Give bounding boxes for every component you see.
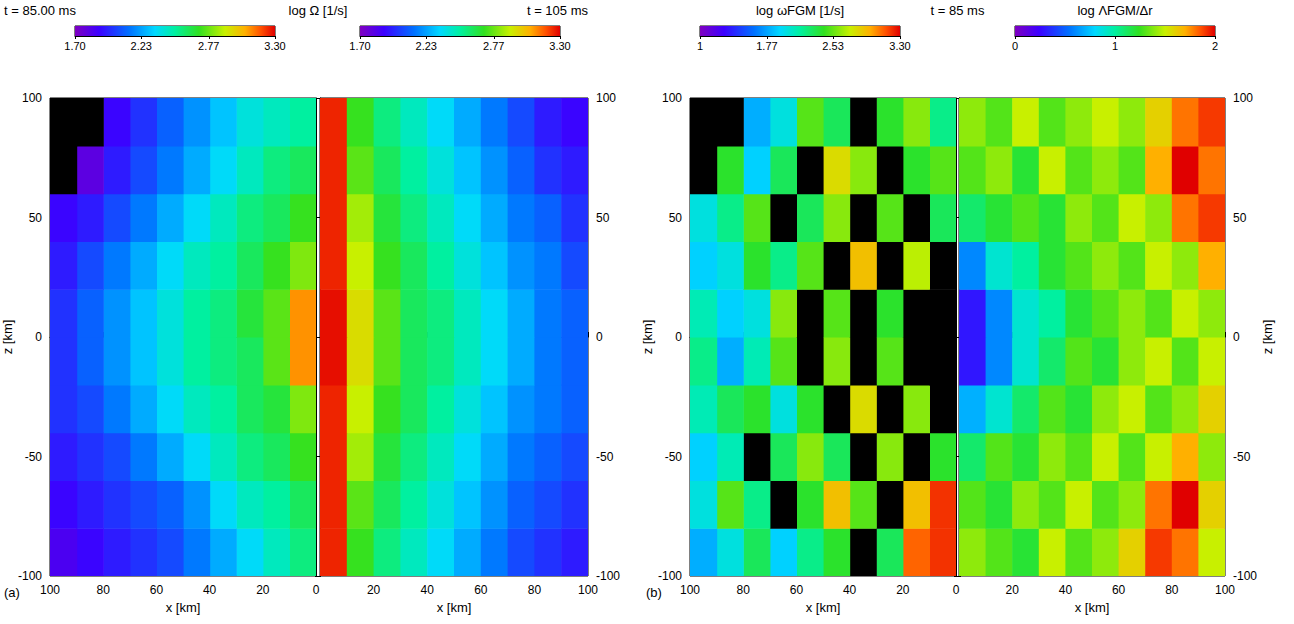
svg-text:2.77: 2.77 xyxy=(483,40,504,52)
svg-text:-50: -50 xyxy=(596,450,614,464)
svg-text:t = 85 ms: t = 85 ms xyxy=(931,3,985,18)
svg-text:2.53: 2.53 xyxy=(822,40,843,52)
svg-text:40: 40 xyxy=(421,583,435,597)
svg-text:x [km]: x [km] xyxy=(437,600,472,615)
svg-text:100: 100 xyxy=(1233,91,1253,105)
svg-text:log ωFGM [1/s]: log ωFGM [1/s] xyxy=(756,3,844,18)
svg-text:x [km]: x [km] xyxy=(166,600,201,615)
svg-text:20: 20 xyxy=(896,583,910,597)
svg-text:100: 100 xyxy=(662,91,682,105)
svg-text:0: 0 xyxy=(953,583,960,597)
svg-text:50: 50 xyxy=(596,211,610,225)
svg-text:z [km]: z [km] xyxy=(0,320,15,355)
svg-text:2.77: 2.77 xyxy=(198,40,219,52)
svg-text:50: 50 xyxy=(669,211,683,225)
svg-text:t = 85.00 ms: t = 85.00 ms xyxy=(4,3,76,18)
svg-text:0: 0 xyxy=(313,583,320,597)
svg-text:1.77: 1.77 xyxy=(756,40,777,52)
svg-text:-100: -100 xyxy=(1233,569,1257,583)
svg-text:2.23: 2.23 xyxy=(416,40,437,52)
svg-text:z [km]: z [km] xyxy=(1260,320,1275,355)
svg-text:100: 100 xyxy=(40,583,60,597)
svg-text:0: 0 xyxy=(1012,40,1018,52)
svg-text:60: 60 xyxy=(790,583,804,597)
svg-text:80: 80 xyxy=(737,583,751,597)
svg-text:80: 80 xyxy=(528,583,542,597)
svg-text:log ΛFGM/Δr: log ΛFGM/Δr xyxy=(1077,3,1153,18)
svg-text:20: 20 xyxy=(256,583,270,597)
svg-text:60: 60 xyxy=(1112,583,1126,597)
svg-text:3.30: 3.30 xyxy=(549,40,570,52)
svg-text:1: 1 xyxy=(1112,40,1118,52)
svg-text:50: 50 xyxy=(29,211,43,225)
svg-text:0: 0 xyxy=(1233,330,1240,344)
svg-text:x [km]: x [km] xyxy=(1075,600,1110,615)
svg-text:40: 40 xyxy=(843,583,857,597)
svg-text:-100: -100 xyxy=(596,569,620,583)
svg-text:t = 105 ms: t = 105 ms xyxy=(527,3,589,18)
svg-text:100: 100 xyxy=(578,583,598,597)
svg-text:(a): (a) xyxy=(4,585,20,600)
svg-text:100: 100 xyxy=(22,91,42,105)
svg-text:-100: -100 xyxy=(658,569,682,583)
svg-text:60: 60 xyxy=(474,583,488,597)
svg-text:1: 1 xyxy=(697,40,703,52)
svg-text:100: 100 xyxy=(596,91,616,105)
svg-text:3.30: 3.30 xyxy=(264,40,285,52)
svg-text:x [km]: x [km] xyxy=(806,600,841,615)
svg-text:100: 100 xyxy=(680,583,700,597)
svg-text:2: 2 xyxy=(1212,40,1218,52)
svg-text:2.23: 2.23 xyxy=(131,40,152,52)
svg-text:-100: -100 xyxy=(18,569,42,583)
svg-text:20: 20 xyxy=(1006,583,1020,597)
svg-text:z [km]: z [km] xyxy=(640,320,655,355)
svg-text:0: 0 xyxy=(596,330,603,344)
svg-text:80: 80 xyxy=(1165,583,1179,597)
svg-text:40: 40 xyxy=(203,583,217,597)
svg-text:20: 20 xyxy=(367,583,381,597)
svg-text:0: 0 xyxy=(35,330,42,344)
svg-text:(b): (b) xyxy=(646,585,662,600)
svg-text:60: 60 xyxy=(150,583,164,597)
svg-text:40: 40 xyxy=(1059,583,1073,597)
svg-text:-50: -50 xyxy=(25,450,43,464)
svg-text:100: 100 xyxy=(1215,583,1235,597)
svg-text:0: 0 xyxy=(675,330,682,344)
svg-text:80: 80 xyxy=(97,583,111,597)
svg-text:1.70: 1.70 xyxy=(349,40,370,52)
svg-text:log Ω [1/s]: log Ω [1/s] xyxy=(289,3,348,18)
svg-text:-50: -50 xyxy=(665,450,683,464)
svg-text:1.70: 1.70 xyxy=(64,40,85,52)
svg-text:50: 50 xyxy=(1233,211,1247,225)
svg-text:-50: -50 xyxy=(1233,450,1251,464)
svg-text:3.30: 3.30 xyxy=(889,40,910,52)
